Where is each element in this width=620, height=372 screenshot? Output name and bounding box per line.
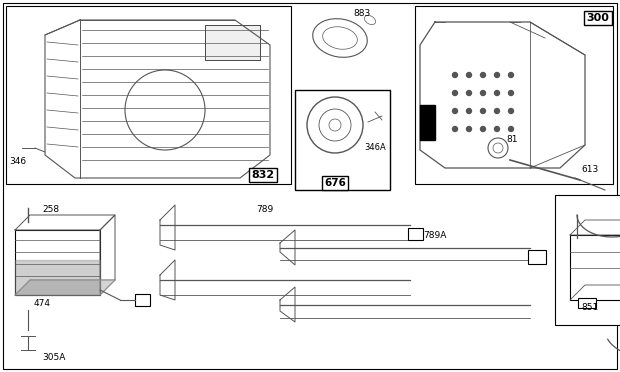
- Bar: [570, 235, 620, 300]
- Bar: [6, 6, 291, 184]
- Circle shape: [466, 109, 471, 113]
- Circle shape: [495, 73, 500, 77]
- Bar: [295, 90, 390, 190]
- Circle shape: [495, 90, 500, 96]
- Text: 346A: 346A: [364, 144, 386, 153]
- Circle shape: [508, 73, 513, 77]
- Circle shape: [453, 90, 458, 96]
- Bar: [415, 6, 613, 184]
- Text: 258: 258: [42, 205, 59, 215]
- Bar: [528, 250, 546, 264]
- Polygon shape: [15, 280, 115, 295]
- Circle shape: [508, 90, 513, 96]
- Bar: [578, 298, 596, 308]
- Circle shape: [466, 126, 471, 131]
- Circle shape: [508, 126, 513, 131]
- Bar: [408, 228, 423, 240]
- Text: 883: 883: [353, 10, 371, 19]
- Circle shape: [480, 126, 485, 131]
- Bar: [555, 195, 620, 325]
- Circle shape: [480, 90, 485, 96]
- Circle shape: [495, 109, 500, 113]
- Polygon shape: [15, 260, 100, 295]
- Circle shape: [453, 126, 458, 131]
- Bar: [15, 230, 100, 295]
- Bar: [135, 294, 150, 306]
- Text: 81: 81: [507, 135, 518, 144]
- Bar: [205, 25, 260, 60]
- Circle shape: [508, 109, 513, 113]
- Circle shape: [453, 73, 458, 77]
- Text: 676: 676: [324, 178, 346, 188]
- Circle shape: [466, 73, 471, 77]
- Text: 346: 346: [9, 157, 27, 167]
- Circle shape: [480, 109, 485, 113]
- Circle shape: [480, 73, 485, 77]
- Text: 789: 789: [257, 205, 273, 215]
- Text: 789A: 789A: [423, 231, 446, 240]
- Circle shape: [495, 126, 500, 131]
- Text: eReplacementParts.com: eReplacementParts.com: [216, 179, 404, 193]
- Text: 851: 851: [582, 304, 599, 312]
- Text: 305A: 305A: [42, 353, 65, 362]
- Text: 613: 613: [582, 166, 599, 174]
- Text: 300: 300: [587, 13, 609, 23]
- Polygon shape: [420, 105, 435, 140]
- Text: 832: 832: [252, 170, 275, 180]
- Circle shape: [466, 90, 471, 96]
- Text: 474: 474: [33, 298, 50, 308]
- Circle shape: [453, 109, 458, 113]
